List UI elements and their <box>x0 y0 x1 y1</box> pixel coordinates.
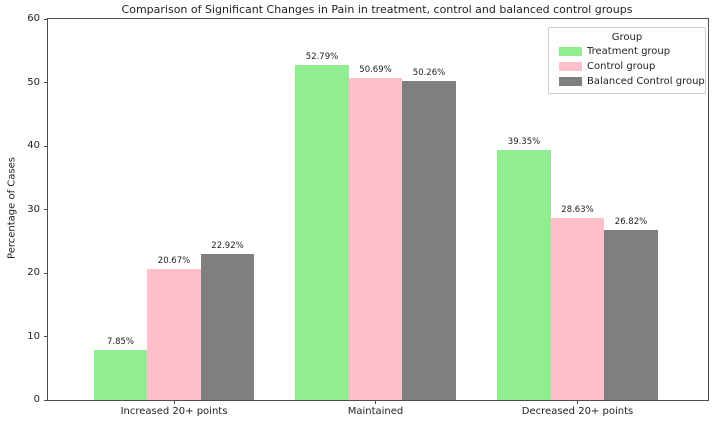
y-tick-label: 60 <box>27 13 40 24</box>
bar-value-label: 39.35% <box>507 137 541 148</box>
bar-treatment-group-maintained <box>295 64 349 400</box>
bar-balanced-control-group-maintained <box>402 80 456 400</box>
bar-control-group-increased-20-points <box>147 268 201 400</box>
bar-control-group-maintained <box>348 78 403 400</box>
x-tick-mark <box>577 400 578 404</box>
bar-value-label: 50.69% <box>359 65 392 76</box>
x-tick-mark <box>375 400 376 404</box>
bar-balanced-control-group-increased-20-points <box>200 254 255 400</box>
y-tick-mark <box>44 18 48 20</box>
legend-item-label: Balanced Control group <box>587 76 705 87</box>
x-tick-label: Increased 20+ points <box>120 406 228 417</box>
y-tick-mark <box>44 336 48 337</box>
legend-swatch <box>559 77 582 86</box>
legend-swatch <box>559 47 582 56</box>
legend-items: Treatment group Control group Balanced Con… <box>554 44 705 89</box>
x-tick-mark <box>173 400 175 404</box>
y-tick-mark <box>44 145 48 147</box>
plot-area: 0 10 20 30 40 50 60 7.85% 20.67% 22.92% 52.79% 50.… <box>27 13 709 417</box>
y-tick-label: 30 <box>27 203 40 215</box>
y-tick-label: 20 <box>27 267 40 278</box>
legend-item-label: Treatment group <box>587 46 671 57</box>
legend-item: Treatment group <box>554 44 700 59</box>
bar-value-label: 20.67% <box>157 255 191 266</box>
y-axis-label: Percentage of Cases <box>6 157 18 259</box>
y-tick-label: 0 <box>33 394 40 405</box>
bar-value-label: 22.92% <box>211 241 244 252</box>
bar-control-group-decreased-20-points <box>550 218 605 400</box>
y-tick-label: 10 <box>27 330 40 342</box>
x-tick-label: Decreased 20+ points <box>521 406 634 417</box>
legend: Group Treatment group Control group Balanc… <box>548 27 706 94</box>
legend-title: Group <box>611 32 643 43</box>
legend-item: Control group <box>554 59 700 74</box>
y-tick-mark <box>44 209 48 210</box>
bar-value-label: 28.63% <box>561 205 594 216</box>
legend-swatch <box>559 62 582 71</box>
legend-item-label: Control group <box>587 61 656 72</box>
bar-value-label: 7.85% <box>106 337 135 348</box>
x-tick-label: Maintained <box>347 406 404 417</box>
bar-value-label: 26.82% <box>614 216 648 227</box>
chart-title: Comparison of Significant Changes in Pai… <box>121 3 633 16</box>
y-tick-label: 50 <box>27 76 40 88</box>
legend-item: Balanced Control group <box>554 74 705 89</box>
y-tick-mark <box>44 272 48 274</box>
bar-value-label: 52.79% <box>305 51 339 62</box>
y-tick-mark <box>44 82 48 83</box>
y-tick-label: 40 <box>27 140 40 151</box>
bar-treatment-group-decreased-20-points <box>497 150 551 400</box>
bar-treatment-group-increased-20-points <box>93 350 148 400</box>
y-tick-mark <box>44 399 48 401</box>
bar-balanced-control-group-decreased-20-points <box>604 229 658 400</box>
bar-value-label: 50.26% <box>412 67 446 78</box>
